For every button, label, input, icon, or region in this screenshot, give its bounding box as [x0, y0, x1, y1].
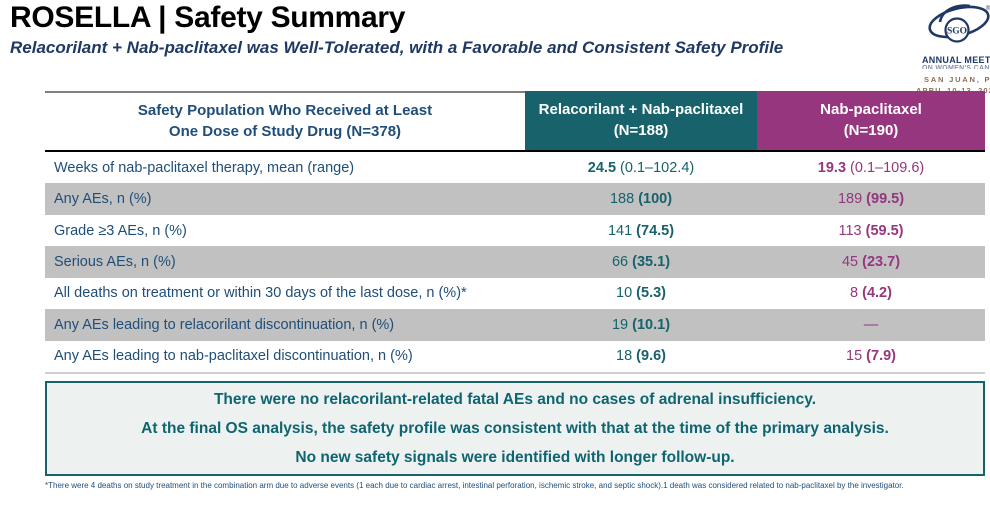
header-nabpaclitaxel: Nab-paclitaxel (N=190): [757, 91, 985, 150]
mono-arm-value: 8 (4.2): [850, 285, 892, 302]
safety-table: Safety Population Who Received at Least …: [45, 91, 985, 375]
combo-arm-value: 141 (74.5): [607, 222, 675, 239]
table-row: Weeks of nab-paclitaxel therapy, mean (r…: [45, 152, 985, 183]
page-subtitle: Relacorilant + Nab-paclitaxel was Well-T…: [10, 38, 784, 57]
key-findings-callout: There were no relacorilant-related fatal…: [45, 381, 985, 476]
sgo-logo: SGO ® ANNUAL MEETING ON WOMEN'S CANCER S…: [916, 2, 990, 95]
logo-annual-meeting: ANNUAL MEETING: [922, 55, 990, 65]
table-row: All deaths on treatment or within 30 day…: [45, 278, 985, 309]
combo-arm-value: 188 (100): [609, 191, 673, 208]
callout-line: At the final OS analysis, the safety pro…: [141, 420, 889, 437]
combo-arm-value: 19 (10.1): [611, 316, 671, 333]
page-title: ROSELLA | Safety Summary: [10, 1, 406, 34]
row-label: Grade ≥3 AEs, n (%): [54, 222, 187, 239]
sgo-emblem-text: SGO: [947, 27, 967, 37]
logo-dates: APRIL 10-13, 2025: [916, 86, 990, 95]
row-label: Any AEs leading to nab-paclitaxel discon…: [54, 348, 413, 365]
logo-location: SAN JUAN, PR: [924, 75, 990, 84]
callout-line: No new safety signals were identified wi…: [295, 449, 735, 466]
table-row: Any AEs leading to nab-paclitaxel discon…: [45, 341, 985, 372]
table-row: Grade ≥3 AEs, n (%) 141 (74.5) 113 (59.5…: [45, 215, 985, 246]
row-label: All deaths on treatment or within 30 day…: [54, 285, 467, 302]
table-header-row: Safety Population Who Received at Least …: [45, 91, 985, 152]
table-row: Any AEs, n (%) 188 (100) 189 (99.5): [45, 183, 985, 215]
mono-arm-value: 15 (7.9): [846, 348, 896, 365]
header-safety-population: Safety Population Who Received at Least …: [45, 91, 525, 150]
mono-arm-value: 189 (99.5): [837, 191, 905, 208]
svg-text:®: ®: [986, 5, 990, 12]
table-row: Any AEs leading to relacorilant disconti…: [45, 309, 985, 341]
row-label: Any AEs leading to relacorilant disconti…: [54, 316, 395, 333]
header-relacorilant-nabpaclitaxel: Relacorilant + Nab-paclitaxel (N=188): [525, 91, 757, 150]
table-row: Serious AEs, n (%) 66 (35.1) 45 (23.7): [45, 246, 985, 278]
callout-line: There were no relacorilant-related fatal…: [213, 391, 817, 408]
mono-arm-value: 113 (59.5): [838, 222, 904, 239]
mono-arm-value: —: [863, 316, 879, 333]
mono-arm-value: 45 (23.7): [841, 254, 901, 271]
footnote: *There were 4 deaths on study treatment …: [45, 481, 904, 490]
combo-arm-value: 18 (9.6): [616, 348, 666, 365]
mono-arm-value: 19.3 (0.1–109.6): [817, 159, 925, 176]
combo-arm-value: 10 (5.3): [616, 285, 666, 302]
row-label: Serious AEs, n (%): [54, 254, 176, 271]
combo-arm-value: 66 (35.1): [611, 254, 671, 271]
table-body: Weeks of nab-paclitaxel therapy, mean (r…: [45, 152, 985, 375]
logo-on-womens-cancer: ON WOMEN'S CANCER: [922, 65, 990, 69]
sgo-emblem-icon: SGO ®: [928, 4, 990, 43]
combo-arm-value: 24.5 (0.1–102.4): [587, 159, 695, 176]
row-label: Any AEs, n (%): [54, 191, 152, 208]
row-label: Weeks of nab-paclitaxel therapy, mean (r…: [54, 159, 355, 176]
